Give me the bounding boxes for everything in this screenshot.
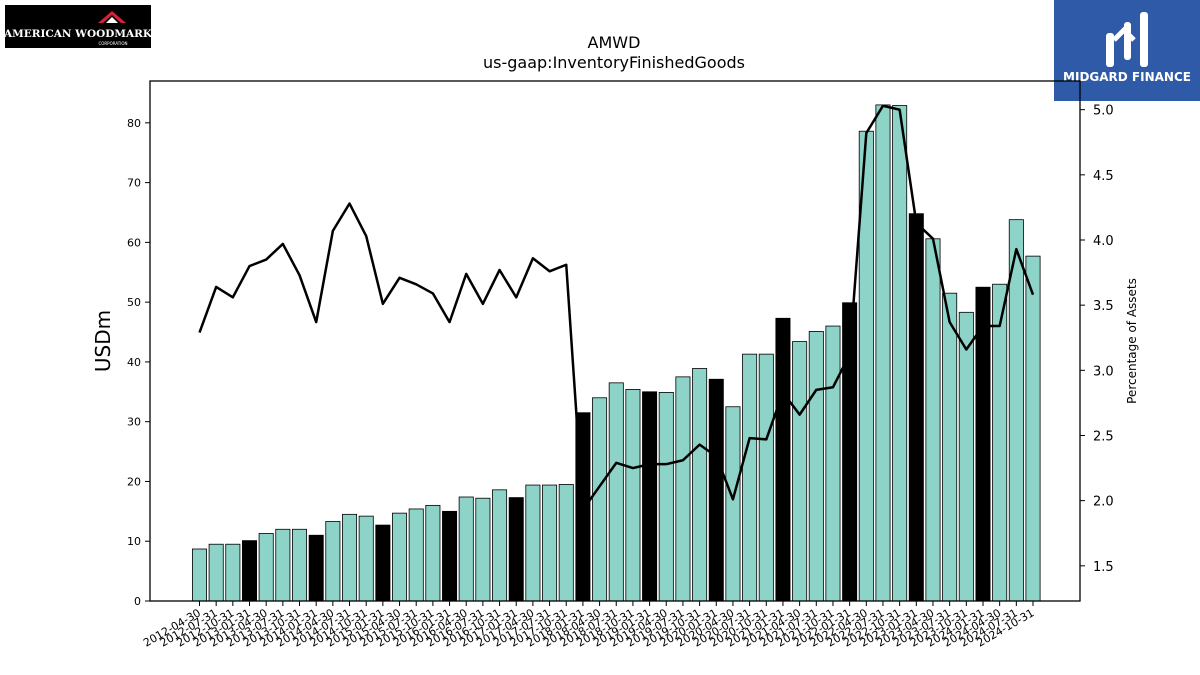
bar [558, 484, 574, 602]
bar [525, 484, 541, 602]
y2-tick-label: 1.5 [1093, 560, 1114, 575]
y2-tick-label: 2.0 [1093, 495, 1114, 510]
american-woodmark-logo-mark: AMERICAN WOODMARK CORPORATION [3, 11, 153, 46]
bar [908, 213, 924, 602]
x-tick-labels: 2012-04-302012-07-312012-10-312013-01-31… [141, 601, 1037, 650]
bar [725, 406, 741, 602]
bar [942, 292, 958, 602]
bar [808, 331, 824, 602]
bar [275, 528, 291, 602]
chart-subtitle: us-gaap:InventoryFinishedGoods [483, 53, 745, 72]
midgard-finance-logo: MIDGARD FINANCE [1054, 0, 1200, 101]
bar [208, 543, 224, 602]
y-tick-label: 0 [134, 595, 141, 608]
bar [958, 311, 974, 602]
y2-tick-label: 4.0 [1093, 234, 1114, 249]
bar [992, 283, 1008, 602]
bar [592, 397, 608, 602]
chart-title: AMWD [588, 33, 641, 52]
bar [508, 497, 524, 602]
bar [425, 504, 441, 602]
bar [892, 105, 908, 602]
y2-tick-label: 2.5 [1093, 429, 1114, 444]
bar [342, 513, 358, 602]
bar [442, 510, 458, 602]
bar [825, 325, 841, 602]
bar [708, 378, 724, 602]
right-logo-text: MIDGARD FINANCE [1063, 70, 1191, 84]
bar [225, 543, 241, 602]
bar [375, 524, 391, 602]
y-tick-label: 20 [127, 475, 141, 488]
bar [542, 484, 558, 602]
bar [742, 353, 758, 602]
bar [658, 391, 674, 602]
bar-series [191, 104, 1041, 602]
bar [608, 382, 624, 602]
plot-frame [149, 80, 1081, 602]
series-line [198, 104, 1035, 512]
bar [875, 104, 891, 602]
y-tick-label: 40 [127, 356, 141, 369]
y2-tick-label: 3.5 [1093, 299, 1114, 314]
bar [792, 341, 808, 602]
bar [625, 389, 641, 602]
bar [492, 489, 508, 602]
bar [775, 317, 791, 602]
bar [292, 528, 308, 602]
bar [325, 521, 341, 602]
y-tick-label: 60 [127, 236, 141, 249]
bar [758, 353, 774, 602]
y-tick-label: 30 [127, 416, 141, 429]
bar [191, 548, 207, 602]
y2-tick-label: 3.0 [1093, 364, 1114, 379]
american-woodmark-logo: AMERICAN WOODMARK CORPORATION [3, 5, 153, 48]
bar [1025, 255, 1041, 602]
y-tick-label: 50 [127, 296, 141, 309]
y-tick-label: 70 [127, 177, 141, 190]
y2-tick-label: 5.0 [1093, 104, 1114, 119]
bar [692, 368, 708, 602]
bar [458, 496, 474, 602]
bar [925, 238, 941, 602]
y2-tick-label: 4.5 [1093, 169, 1114, 184]
left-logo-subtext: CORPORATION [98, 41, 127, 46]
bar [242, 540, 258, 602]
bar [308, 534, 324, 602]
y-axis-label: USDm [91, 310, 115, 372]
midgard-finance-logo-mark: MIDGARD FINANCE [1063, 12, 1191, 84]
bar [675, 376, 691, 602]
left-logo-text: AMERICAN WOODMARK [5, 28, 151, 40]
chart-axes: 0 10 20 30 40 50 60 70 80 1.5 2.0 2.5 3.0 3.5 4.0 4.5 5.… [127, 80, 1114, 608]
bar [475, 497, 491, 602]
y-tick-label: 80 [127, 117, 141, 130]
bar [258, 533, 274, 602]
y-tick-label: 10 [127, 535, 141, 548]
bar [408, 508, 424, 602]
line-series [198, 104, 1035, 512]
bar [392, 512, 408, 602]
bar [642, 391, 658, 602]
bar [358, 515, 374, 602]
y2-axis-label: Percentage of Assets [1125, 278, 1139, 404]
